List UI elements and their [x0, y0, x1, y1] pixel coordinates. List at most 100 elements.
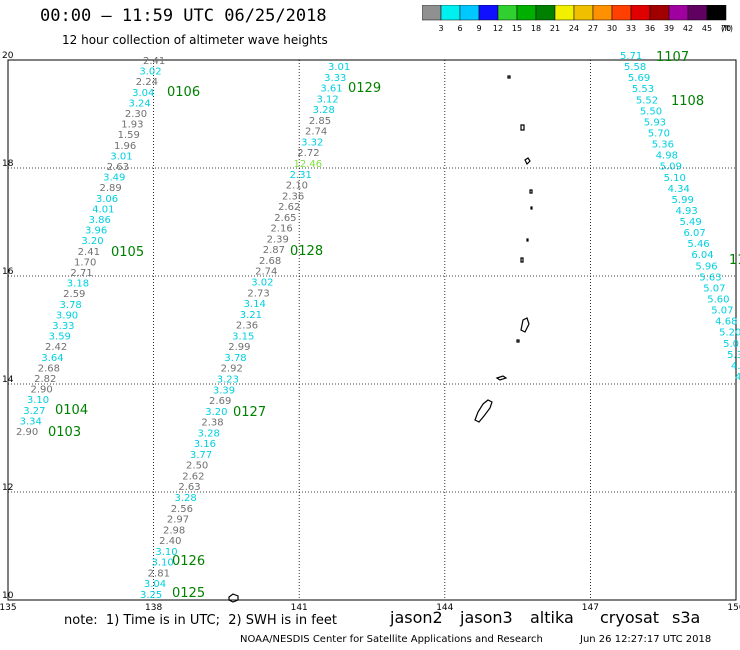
- track-value: 3.28: [198, 428, 220, 439]
- island: [516, 339, 520, 343]
- track-value: 5.36: [652, 140, 674, 151]
- track-value: 5.71: [620, 51, 642, 62]
- island: [520, 124, 525, 131]
- track-value: 2.24: [136, 77, 158, 88]
- track-value: 2.41: [143, 56, 165, 67]
- color-scale-label: 3: [438, 24, 443, 33]
- track-value: 2.36: [282, 191, 304, 202]
- x-tick-label: 144: [436, 603, 453, 613]
- track-value: 3.34: [20, 416, 42, 427]
- footer-credit: NOAA/NESDIS Center for Satellite Applica…: [240, 634, 543, 645]
- footer-timestamp: Jun 26 12:27:17 UTC 2018: [580, 634, 712, 645]
- legend-jason3: jason3: [460, 608, 513, 627]
- page-subtitle: 12 hour collection of altimeter wave hei…: [62, 33, 328, 47]
- track-value: 3.78: [60, 300, 82, 311]
- axis-labels: 135 138 141 144 147 150 10 12 14 16 18 20: [0, 51, 740, 613]
- track-value: 5.03: [723, 339, 740, 350]
- track-value: 5.96: [695, 261, 717, 272]
- track-value: 2.31: [290, 170, 312, 181]
- track-value: 3.21: [240, 310, 262, 321]
- island: [530, 206, 533, 210]
- track-value: 2.10: [286, 181, 308, 192]
- track-value: 2.69: [209, 396, 231, 407]
- track-value: 12.46: [293, 159, 322, 170]
- track-value: 2.30: [125, 109, 147, 120]
- track-value: 2.74: [255, 267, 277, 278]
- track-value: 3.96: [85, 226, 107, 237]
- legend-s3a: s3a: [672, 608, 701, 627]
- track-value: 3.04: [132, 88, 154, 99]
- grid-lines: [7, 59, 737, 601]
- track-value: 2.98: [163, 525, 185, 536]
- track-value: 3.04: [144, 579, 166, 590]
- track-value: 4.41: [735, 372, 740, 383]
- track-value: 3.61: [320, 84, 342, 95]
- track-value: 3.01: [110, 151, 132, 162]
- track-value: 1.96: [114, 141, 136, 152]
- islands: [228, 75, 533, 603]
- track-value: 5.58: [624, 62, 646, 73]
- track-value: 4.68: [715, 317, 737, 328]
- legend-jason2: jason2: [390, 608, 443, 627]
- color-swatch: [706, 5, 727, 21]
- track-value: 2.42: [45, 342, 67, 353]
- track-value: 3.12: [316, 94, 338, 105]
- track-value: 3.77: [190, 450, 212, 461]
- track-value: 2.68: [259, 256, 281, 267]
- track-value: 2.41: [78, 247, 100, 258]
- y-tick-label: 16: [2, 267, 14, 277]
- track-value: 3.90: [56, 310, 78, 321]
- pass-id-label: 1108: [671, 94, 704, 109]
- track-value: 2.59: [63, 289, 85, 300]
- pass-id-label: 0106: [167, 85, 200, 100]
- track-value: 5.50: [640, 106, 662, 117]
- track-value: 3.39: [213, 385, 235, 396]
- pass-id-label: 0103: [48, 425, 81, 440]
- track-value: 3.20: [205, 407, 227, 418]
- pass-id-label: 0105: [111, 245, 144, 260]
- track-value: 3.24: [128, 98, 150, 109]
- track-value: 5.53: [632, 84, 654, 95]
- color-scale-label: 42: [683, 24, 693, 33]
- track-value: 3.10: [155, 547, 177, 558]
- pass-labels: 0106 0105 0104 0103 0129 0128 0127 0126 0125 1107…: [48, 50, 740, 601]
- track-value: 3.28: [313, 105, 335, 116]
- track-value: 2.97: [167, 515, 189, 526]
- track-value: 5.31: [727, 350, 740, 361]
- pass-id-label: 0125: [172, 586, 205, 601]
- track-value: 5.69: [628, 73, 650, 84]
- track-value: 2.36: [236, 321, 258, 332]
- island-guam: [474, 399, 493, 423]
- color-scale-label: 70: [721, 24, 731, 33]
- color-scale-legend: 3 6 9 12 15 18 21 24 27 30 33 36 39 42 45 70(ft): [422, 5, 733, 33]
- track-value: 2.71: [70, 268, 92, 279]
- track-value: 2.65: [274, 213, 296, 224]
- track-value: 3.32: [301, 137, 323, 148]
- color-scale-label: 24: [569, 24, 579, 33]
- track-value: 3.16: [194, 439, 216, 450]
- track-value: 3.02: [251, 278, 273, 289]
- island: [520, 257, 524, 263]
- pass-id-label: 0129: [348, 81, 381, 96]
- y-tick-label: 18: [2, 159, 14, 169]
- island: [228, 593, 239, 603]
- island: [526, 238, 529, 242]
- track-value: 2.99: [228, 342, 250, 353]
- track-value: 5.07: [703, 283, 725, 294]
- track-value: 4.93: [676, 206, 698, 217]
- color-scale-label: 9: [476, 24, 481, 33]
- track-value: 3.01: [328, 62, 350, 73]
- track-value: 5.20: [719, 328, 740, 339]
- track-value: 5.60: [707, 295, 729, 306]
- color-scale-label: 30: [607, 24, 617, 33]
- track-value: 3.25: [140, 590, 162, 601]
- track-value: 2.68: [38, 363, 60, 374]
- track-value: 1.59: [118, 130, 140, 141]
- track-value: 3.14: [244, 299, 266, 310]
- track-value: 3.49: [103, 173, 125, 184]
- track-value: 5.93: [644, 117, 666, 128]
- color-scale-label: 33: [626, 24, 636, 33]
- y-tick-label: 14: [2, 375, 14, 385]
- track-value: 2.62: [278, 202, 300, 213]
- legend-altika: altika: [530, 608, 574, 627]
